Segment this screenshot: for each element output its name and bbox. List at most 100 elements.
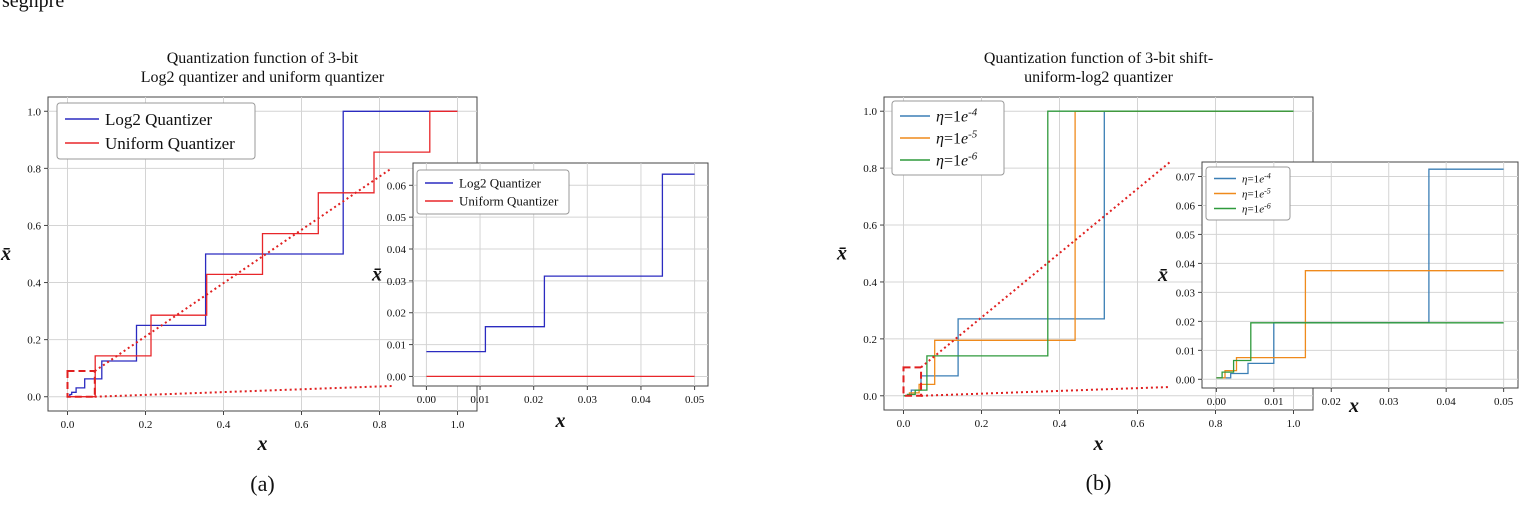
right-inset-x-tick-label: 0.04	[1437, 396, 1457, 408]
right-inset-y-tick-label: 0.02	[1176, 316, 1195, 328]
right-inset-x-axis-label: x	[1348, 395, 1359, 417]
left-inset-y-axis-label: x̄	[371, 264, 382, 286]
left-main-chart: 0.0 0.2 0.4 0.6 0.8 1.0 0.0 0.2 0.4 0.6 0.8 1.0 x x̄ Q…	[0, 50, 478, 496]
right-main-x-tick-label: 0.2	[975, 418, 989, 430]
right-inset-legend-label: η=1e-5	[1242, 186, 1271, 201]
left-inset-x-tick-label: 0.03	[578, 394, 598, 406]
right-inset-y-tick-label: 0.06	[1176, 200, 1196, 212]
zoom-indicator	[902, 161, 1171, 397]
left-main-x-tick-label: 0.2	[139, 419, 153, 431]
right-inset-legend-box	[1205, 166, 1291, 221]
top-crop-text: segnpre	[2, 0, 65, 12]
left-main-x-tick-label: 0.8	[373, 419, 387, 431]
left-inset-chart: 0.00 0.01 0.02 0.03 0.04 0.05 0.00 0.01 0.02 0.03…	[371, 162, 709, 432]
right-main-x-tick-label: 0.6	[1131, 418, 1145, 430]
right-main-y-tick-label: 0.0	[863, 391, 877, 403]
right-main-title-line: Quantization function of 3-bit shift-	[984, 50, 1213, 67]
right-main-x-tick-label: 0.8	[1209, 418, 1223, 430]
right-inset-y-tick-label: 0.04	[1176, 258, 1196, 270]
right-inset-legend-label: η=1e-6	[1242, 201, 1271, 216]
left-main-title-line: Quantization function of 3-bit	[167, 50, 359, 67]
right-inset-series-2-line	[1216, 270, 1504, 379]
right-main-x-tick-label: 1.0	[1287, 418, 1301, 430]
left-main-series-2-line	[67, 110, 458, 398]
left-main-series-1-line	[67, 110, 458, 398]
right-inset-series-1-line	[1216, 168, 1504, 379]
right-main-x-tick-label: 0.4	[1053, 418, 1067, 430]
right-main-y-tick-label: 0.8	[863, 163, 877, 175]
left-inset-x-tick-label: 0.02	[524, 394, 543, 406]
left-inset-y-tick-label: 0.06	[387, 180, 407, 192]
right-inset-series-3-line	[1216, 322, 1504, 379]
right-inset-y-tick-label: 0.00	[1176, 374, 1196, 386]
right-inset-x-tick-label: 0.02	[1322, 396, 1341, 408]
right-inset-x-tick-label: 0.01	[1264, 396, 1283, 408]
right-main-legend: η=1e-4 η=1e-5 η=1e-6	[891, 100, 1005, 176]
left-main-caption: (a)	[250, 471, 274, 496]
left-main-y-tick-label: 0.4	[27, 278, 41, 290]
left-inset-legend-label: Log2 Quantizer	[459, 176, 542, 191]
left-inset-y-tick-label: 0.02	[387, 308, 406, 320]
right-inset-y-tick-label: 0.03	[1176, 287, 1196, 299]
left-main-x-axis-label: x	[257, 433, 268, 455]
right-inset-y-axis-label: x̄	[1157, 264, 1168, 286]
right-inset-x-tick-label: 0.00	[1207, 396, 1227, 408]
left-main-legend-label: Log2 Quantizer	[105, 110, 212, 129]
right-inset-chart: 0.00 0.01 0.02 0.03 0.04 0.05 0.00 0.01 0.02 0.03…	[1157, 161, 1519, 417]
zoom-connector-bottom	[921, 386, 1171, 397]
left-inset-x-tick-label: 0.01	[470, 394, 489, 406]
left-main-title-line: Log2 quantizer and uniform quantizer	[141, 69, 385, 86]
left-inset-x-axis-label: x	[555, 410, 566, 432]
right-main-legend-label: η=1e-6	[936, 151, 978, 170]
right-main-y-tick-label: 0.6	[863, 220, 877, 232]
left-main-legend-label: Uniform Quantizer	[105, 134, 235, 153]
right-main-y-tick-label: 0.4	[863, 277, 877, 289]
zoom-connector-top	[920, 161, 1171, 369]
right-inset-y-tick-label: 0.05	[1176, 229, 1196, 241]
right-main-y-axis-label: x̄	[836, 243, 847, 265]
left-inset-legend: Log2 Quantizer Uniform Quantizer	[416, 169, 570, 215]
right-main-x-axis-label: x	[1093, 433, 1104, 455]
right-main-title-line: uniform-log2 quantizer	[1024, 69, 1174, 86]
left-main-y-tick-label: 0.0	[27, 392, 41, 404]
left-inset-x-tick-label: 0.04	[631, 394, 651, 406]
left-main-y-tick-label: 0.8	[27, 163, 41, 175]
right-inset-legend: η=1e-4η=1e-5η=1e-6	[1205, 166, 1291, 221]
right-main-caption: (b)	[1086, 470, 1112, 495]
left-main-y-axis-label: x̄	[0, 243, 11, 265]
left-main-legend: Log2 Quantizer Uniform Quantizer	[56, 102, 256, 160]
left-inset-x-tick-label: 0.05	[685, 394, 705, 406]
right-main-x-tick-label: 0.0	[897, 418, 911, 430]
left-inset-x-tick-label: 0.00	[417, 394, 437, 406]
zoom-indicator	[66, 167, 393, 398]
left-main-x-tick-label: 0.4	[217, 419, 231, 431]
left-main-x-tick-label: 0.6	[295, 419, 309, 431]
left-inset-legend-box	[416, 169, 570, 215]
right-inset-y-tick-label: 0.07	[1176, 171, 1196, 183]
right-inset-x-tick-label: 0.05	[1494, 396, 1514, 408]
left-main-legend-box	[56, 102, 256, 160]
right-inset-y-tick-label: 0.01	[1176, 345, 1195, 357]
right-main-legend-box	[891, 100, 1005, 176]
left-inset-y-tick-label: 0.04	[387, 244, 407, 256]
left-inset-y-tick-label: 0.05	[387, 212, 407, 224]
left-inset-y-tick-label: 0.03	[387, 276, 407, 288]
left-main-y-tick-label: 0.2	[27, 335, 41, 347]
right-main-legend-label: η=1e-5	[936, 129, 978, 148]
left-inset-legend-label: Uniform Quantizer	[459, 194, 559, 209]
right-main-legend-label: η=1e-4	[936, 107, 978, 126]
right-inset-x-tick-label: 0.03	[1379, 396, 1399, 408]
zoom-box	[902, 366, 923, 397]
left-inset-y-tick-label: 0.01	[387, 340, 406, 352]
left-main-x-tick-label: 1.0	[451, 419, 465, 431]
left-main-y-tick-label: 0.6	[27, 220, 41, 232]
left-inset-series-1-line	[426, 173, 695, 353]
zoom-box	[66, 370, 96, 398]
left-main-x-tick-label: 0.0	[61, 419, 75, 431]
left-inset-y-tick-label: 0.00	[387, 371, 407, 383]
right-main-y-tick-label: 1.0	[863, 106, 877, 118]
left-main-y-tick-label: 1.0	[27, 106, 41, 118]
right-inset-legend-label: η=1e-4	[1242, 171, 1271, 186]
right-main-y-tick-label: 0.2	[863, 334, 877, 346]
